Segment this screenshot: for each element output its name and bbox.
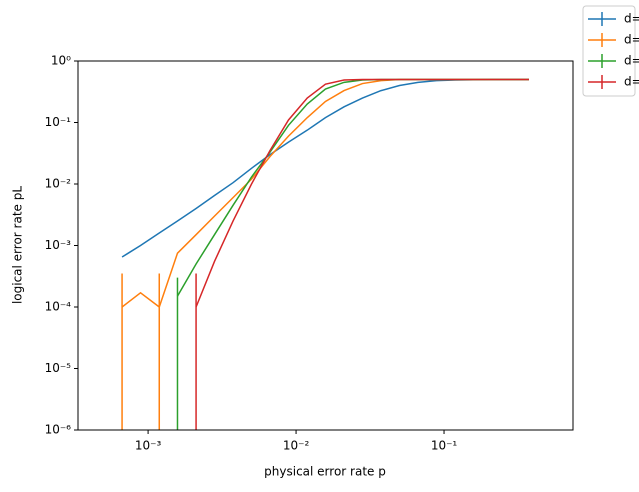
y-tick-label: 10⁻⁵: [45, 361, 72, 375]
series-line: [195, 78, 529, 308]
y-tick-label: 10⁻¹: [45, 115, 72, 129]
y-tick-label: 10⁻²: [45, 177, 72, 191]
plot-area: [121, 78, 529, 430]
legend-label: d=3: [624, 12, 639, 26]
y-tick-label: 10⁻⁴: [45, 300, 72, 314]
legend-label: d=9: [624, 75, 639, 89]
legend-label: d=7: [624, 54, 639, 68]
y-tick-label: 10⁻⁶: [45, 423, 72, 437]
legend-label: d=5: [624, 33, 639, 47]
y-tick-label: 10⁰: [51, 54, 71, 68]
y-axis-label: logical error rate pL: [11, 186, 25, 304]
x-tick-label: 10⁻¹: [431, 439, 458, 453]
x-axis-label: physical error rate p: [264, 465, 386, 479]
y-tick-label: 10⁻³: [45, 238, 72, 252]
x-tick-label: 10⁻²: [283, 439, 310, 453]
legend-box: [582, 5, 636, 97]
x-tick-label: 10⁻³: [135, 439, 162, 453]
